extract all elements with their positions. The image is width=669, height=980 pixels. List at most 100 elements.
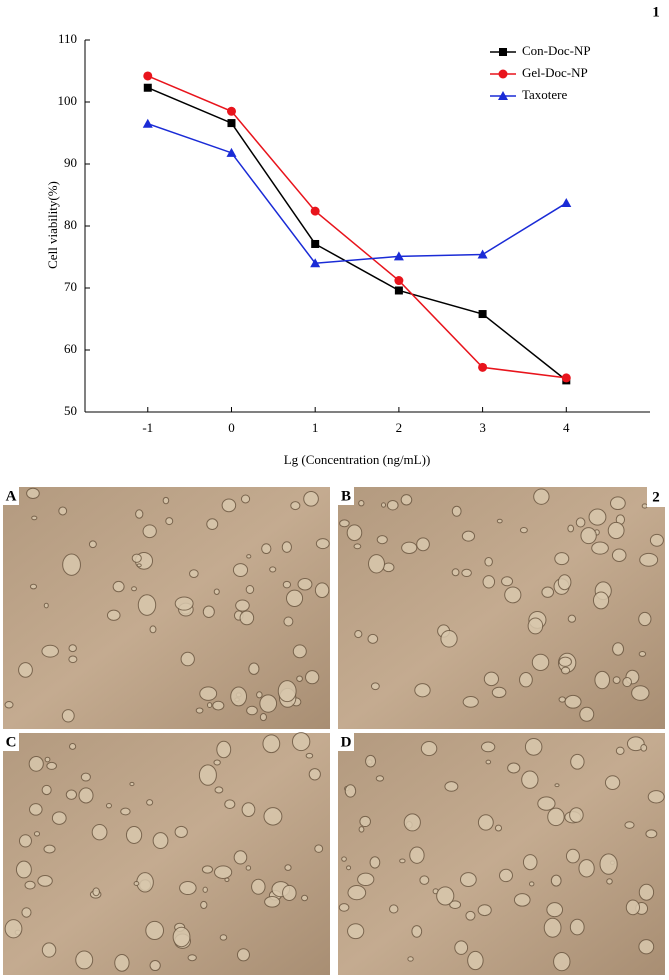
cell [221, 498, 237, 513]
cell [465, 910, 476, 921]
x-tick-label: -1 [142, 420, 153, 435]
cell [560, 666, 571, 675]
marker [310, 206, 320, 216]
cell [263, 807, 283, 826]
cell [579, 706, 595, 722]
cell [409, 846, 425, 864]
cell [284, 864, 292, 871]
cell [649, 533, 664, 547]
cell [291, 732, 311, 752]
cell [136, 872, 154, 893]
micrograph [338, 733, 665, 975]
cell [389, 904, 399, 914]
marker [143, 71, 153, 81]
cell [282, 884, 297, 902]
cell [259, 713, 267, 722]
cell [41, 942, 57, 958]
cell [638, 611, 652, 627]
series-line [147, 122, 567, 264]
cell [219, 934, 228, 941]
cell [341, 856, 347, 862]
cell [626, 736, 645, 752]
series-line [147, 75, 567, 379]
cell [236, 948, 250, 962]
cell [420, 740, 438, 757]
panel-label: D [341, 734, 352, 750]
cell [543, 917, 562, 938]
cell [58, 506, 68, 516]
cell [461, 530, 476, 542]
cell [567, 524, 575, 533]
marker [394, 286, 403, 295]
cell [354, 630, 363, 639]
cell [367, 633, 379, 644]
marker [226, 106, 236, 116]
y-tick-label: 100 [58, 93, 78, 108]
cell [482, 575, 496, 589]
cell [524, 737, 543, 756]
cell [365, 754, 377, 768]
y-axis-label: Cell viability(%) [45, 181, 60, 269]
x-tick-label: 1 [312, 420, 319, 435]
cell [152, 832, 169, 850]
cell [607, 521, 625, 540]
cell [527, 617, 544, 635]
cell [68, 644, 77, 653]
cell [461, 568, 472, 578]
cell [499, 868, 513, 883]
marker [498, 69, 508, 79]
cell [467, 950, 484, 971]
cell [639, 552, 659, 567]
marker [499, 48, 507, 56]
cell [444, 781, 459, 792]
cell [567, 614, 577, 623]
cell [145, 920, 165, 941]
cell [357, 872, 375, 887]
legend-label: Con-Doc-NP [522, 43, 591, 58]
cell [149, 625, 157, 634]
marker [226, 147, 237, 157]
cell [338, 903, 350, 912]
cell [612, 642, 625, 656]
cell [187, 954, 197, 962]
cell [347, 885, 367, 901]
cell [248, 662, 260, 675]
cell [315, 538, 330, 550]
cell [41, 644, 59, 658]
panel-label: A [6, 488, 17, 504]
cell [359, 815, 371, 828]
cell [416, 537, 430, 552]
cell [541, 586, 555, 598]
cell [368, 554, 385, 574]
marker [143, 83, 152, 92]
cell [46, 761, 57, 770]
cell [358, 826, 365, 833]
marker [478, 310, 487, 319]
marker [393, 251, 404, 261]
marker [561, 373, 571, 383]
y-tick-label: 60 [64, 341, 77, 356]
x-tick-label: 0 [228, 420, 235, 435]
cell [261, 543, 272, 555]
y-tick-label: 110 [58, 31, 77, 46]
cell [4, 701, 14, 709]
label-box [3, 733, 19, 751]
label-box [338, 733, 354, 751]
cell [565, 848, 580, 864]
cell [376, 535, 388, 545]
cell [454, 940, 469, 955]
cell [149, 960, 161, 972]
cell [202, 886, 208, 893]
cell [449, 900, 462, 910]
cell [137, 594, 157, 616]
cell [264, 895, 281, 908]
cell [484, 556, 493, 567]
cell [297, 578, 313, 591]
cell [28, 755, 44, 772]
legend-label: Taxotere [522, 87, 568, 102]
cell [189, 569, 199, 578]
cell [399, 858, 406, 864]
cell [230, 686, 248, 707]
cell [240, 494, 251, 504]
